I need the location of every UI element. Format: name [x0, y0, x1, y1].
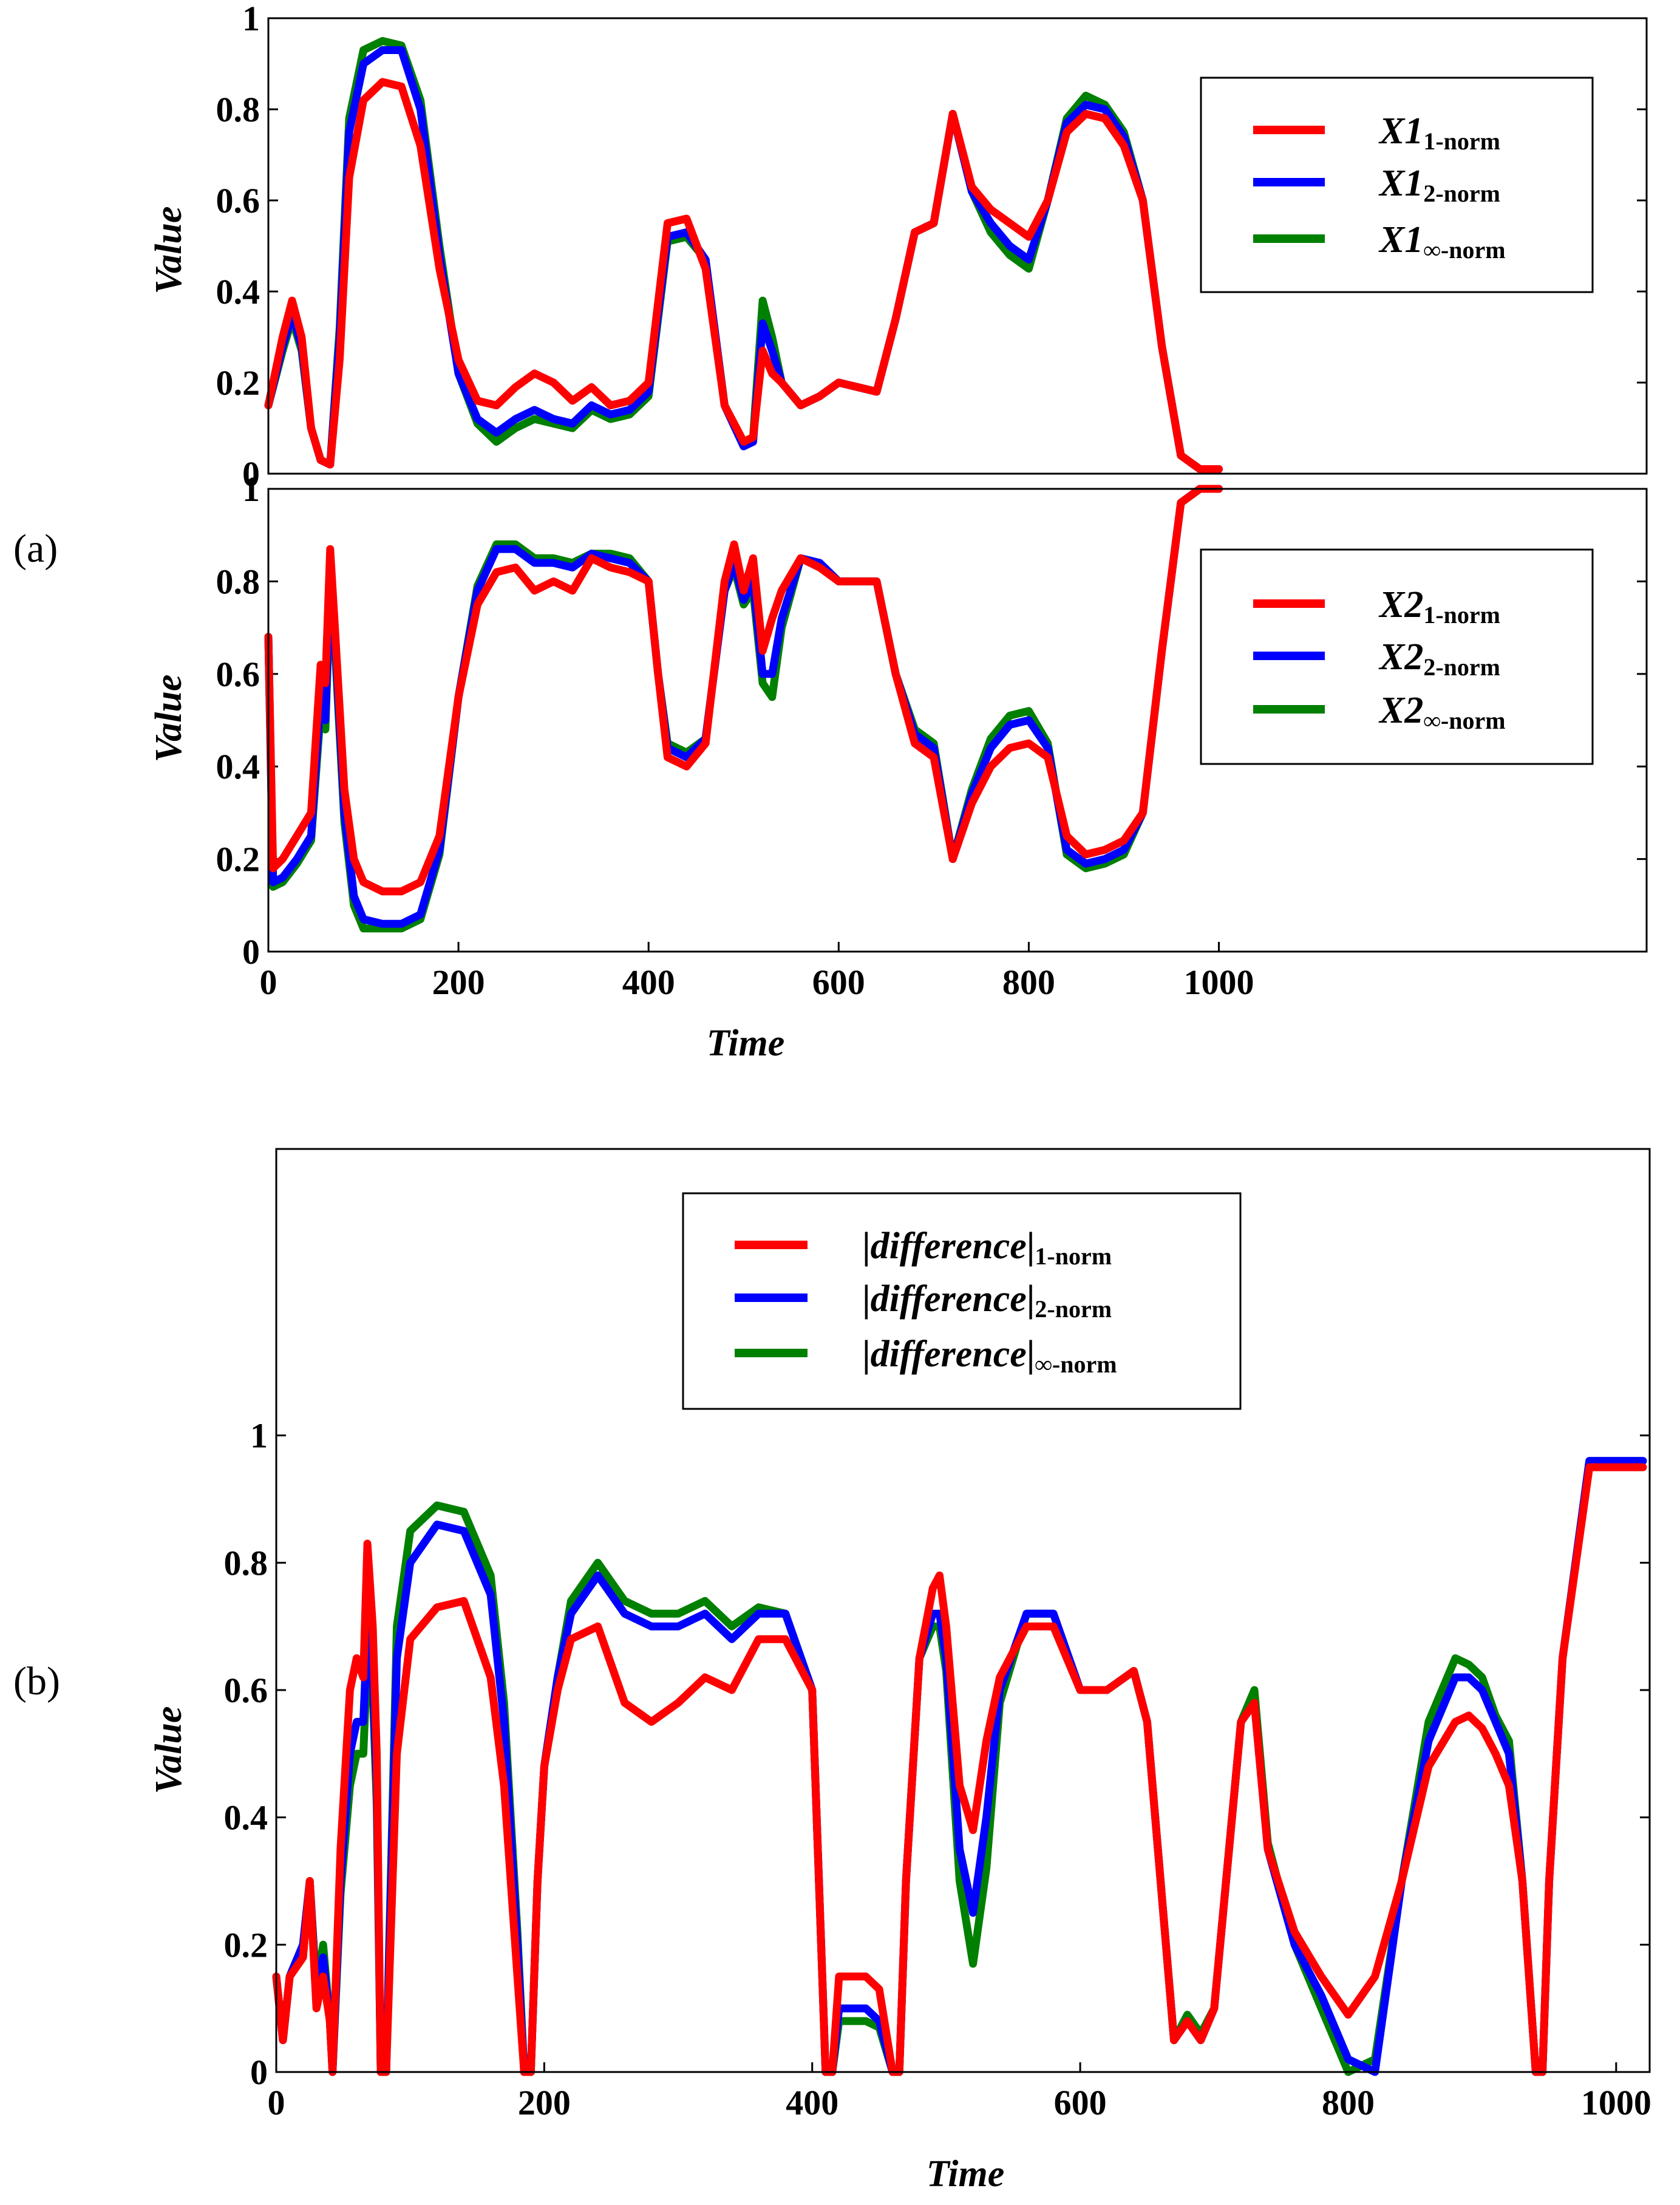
chart-b-legend-label-3: |difference|∞-norm [862, 1334, 1117, 1378]
chart-b-xtick-label-5: 1000 [1581, 2083, 1651, 2122]
chart-b-xlabel: Time [927, 2153, 1005, 2195]
chart-b-ytick-label-5: 1 [250, 1416, 268, 1456]
chart-a1-frame [267, 17, 1648, 475]
chart-a2-legend-entry-3: X2∞-norm [1253, 690, 1506, 734]
chart-a2-legend: X21-norm X22-norm X2∞-norm [1200, 548, 1594, 765]
chart-b-legend-label-2: |difference|2-norm [862, 1278, 1112, 1323]
chart-a1-ytick-label-4: 0.8 [216, 90, 260, 129]
chart-b-yticks: 0 0.2 0.4 0.6 0.8 1 [224, 1416, 1650, 2092]
chart-a1-ytick-label-3: 0.6 [216, 181, 260, 220]
chart-a2-ytick-label-0: 0 [242, 932, 260, 972]
chart-a2-xtick-label-1: 200 [432, 963, 485, 1002]
chart-a1-series [264, 37, 1223, 473]
chart-b-xtick-label-2: 400 [786, 2083, 838, 2122]
chart-a1-yticks: 0 0.2 0.4 0.6 0.8 1 [216, 0, 1647, 494]
chart-a1-legend-entry-2: X12-norm [1253, 163, 1500, 207]
chart-b-xticks: 0 200 400 600 800 1000 [268, 2062, 1651, 2122]
chart-a1-series-1-norm [264, 78, 1223, 473]
chart-b-ytick-label-4: 0.8 [224, 1543, 268, 1583]
chart-b-legend-entry-3: |difference|∞-norm [735, 1334, 1117, 1378]
chart-a1-legend-label-2: X12-norm [1378, 163, 1500, 207]
chart-a2-series-2-norm [264, 485, 1223, 928]
chart-b-ytick-label-2: 0.4 [224, 1798, 268, 1838]
chart-a2-legend-label-3: X2∞-norm [1378, 690, 1506, 734]
chart-a2-xtick-label-5: 1000 [1184, 963, 1254, 1002]
chart-a2-ytick-label-2: 0.4 [216, 747, 260, 786]
chart-b-ytick-label-3: 0.6 [224, 1671, 268, 1710]
chart-a1-ytick-label-0: 0 [242, 454, 260, 494]
chart-a2-ylabel: Value [148, 675, 189, 763]
panel-label-a: (a) [13, 527, 58, 571]
chart-b-series [272, 1457, 1647, 2076]
chart-a1-ytick-label-2: 0.4 [216, 272, 260, 312]
chart-b-ytick-label-0: 0 [250, 2053, 268, 2092]
chart-a1-ytick-label-1: 0.2 [216, 363, 260, 403]
chart-a1-legend-label-1: X11-norm [1378, 111, 1500, 155]
chart-b: Value 0 0.2 0.4 0.6 0.8 1 0 200 400 600 800 1000 T… [148, 1148, 1651, 2195]
chart-b-frame [275, 1148, 1651, 2073]
chart-a1-legend-entry-1: X11-norm [1253, 111, 1500, 155]
chart-a1: Value 0 0.2 0.4 0.6 0.8 1 X11-norm X12-norm X… [148, 0, 1648, 494]
chart-a2: Value 0 0.2 0.4 0.6 0.8 1 0 200 400 600 800 1000 T… [148, 469, 1648, 1064]
chart-a2-frame [267, 488, 1648, 953]
chart-a2-series-inf-norm [264, 485, 1223, 933]
chart-b-series-1-norm [272, 1463, 1647, 2076]
chart-a2-legend-label-2: X22-norm [1378, 636, 1500, 681]
chart-a1-ylabel: Value [148, 206, 189, 295]
chart-b-legend-label-1: |difference|1-norm [862, 1225, 1112, 1270]
chart-a2-ytick-label-3: 0.6 [216, 655, 260, 694]
chart-a2-legend-entry-1: X21-norm [1253, 584, 1500, 629]
panel-label-b: (b) [13, 1659, 60, 1703]
chart-a2-ytick-label-5: 1 [242, 469, 260, 509]
chart-b-xtick-label-3: 600 [1054, 2083, 1107, 2122]
chart-a2-xticks: 0 200 400 600 800 1000 [260, 942, 1254, 1002]
chart-a1-legend: X11-norm X12-norm X1∞-norm [1200, 77, 1594, 293]
chart-a2-series-1-norm [264, 485, 1223, 896]
chart-b-legend-entry-1: |difference|1-norm [735, 1225, 1112, 1270]
chart-a1-legend-label-3: X1∞-norm [1378, 219, 1506, 264]
chart-a2-yticks: 0 0.2 0.4 0.6 0.8 1 [216, 469, 1647, 972]
chart-a1-ytick-label-5: 1 [242, 0, 260, 38]
chart-a2-xtick-label-0: 0 [260, 963, 277, 1002]
chart-a2-xtick-label-3: 600 [812, 963, 865, 1002]
chart-a2-series [264, 485, 1223, 933]
chart-a2-legend-label-1: X21-norm [1378, 584, 1500, 629]
chart-a2-ytick-label-4: 0.8 [216, 562, 260, 601]
chart-b-xtick-label-0: 0 [268, 2083, 285, 2122]
chart-b-xtick-label-4: 800 [1322, 2083, 1375, 2122]
chart-b-ytick-label-1: 0.2 [224, 1925, 268, 1965]
chart-b-ylabel: Value [148, 1706, 189, 1794]
chart-a2-xtick-label-2: 400 [622, 963, 675, 1002]
chart-b-legend-entry-2: |difference|2-norm [735, 1278, 1112, 1323]
chart-b-legend: |difference|1-norm |difference|2-norm |d… [682, 1192, 1242, 1410]
chart-a2-ytick-label-1: 0.2 [216, 840, 260, 879]
chart-a2-legend-entry-2: X22-norm [1253, 636, 1500, 681]
chart-a1-legend-entry-3: X1∞-norm [1253, 219, 1506, 264]
chart-a2-xtick-label-4: 800 [1002, 963, 1055, 1002]
chart-a2-xlabel: Time [707, 1023, 785, 1064]
chart-b-xtick-label-1: 200 [518, 2083, 571, 2122]
